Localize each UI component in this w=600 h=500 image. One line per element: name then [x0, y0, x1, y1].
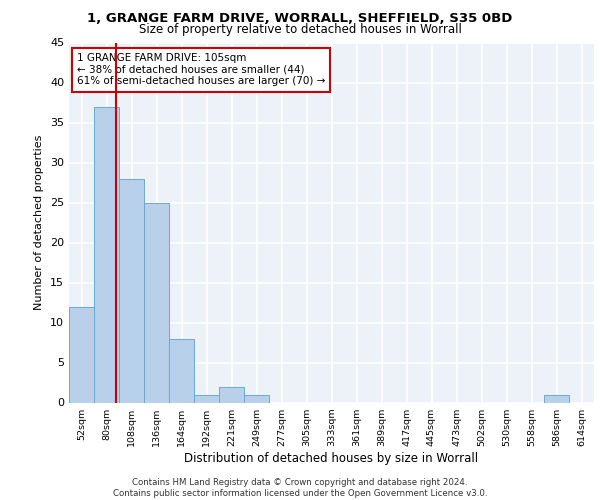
Bar: [94, 106, 119, 403]
Bar: [194, 394, 219, 402]
Bar: [169, 338, 194, 402]
Bar: [69, 306, 94, 402]
Text: Size of property relative to detached houses in Worrall: Size of property relative to detached ho…: [139, 22, 461, 36]
Bar: [544, 394, 569, 402]
Text: 1 GRANGE FARM DRIVE: 105sqm
← 38% of detached houses are smaller (44)
61% of sem: 1 GRANGE FARM DRIVE: 105sqm ← 38% of det…: [77, 54, 325, 86]
Y-axis label: Number of detached properties: Number of detached properties: [34, 135, 44, 310]
X-axis label: Distribution of detached houses by size in Worrall: Distribution of detached houses by size …: [184, 452, 479, 464]
Text: 1, GRANGE FARM DRIVE, WORRALL, SHEFFIELD, S35 0BD: 1, GRANGE FARM DRIVE, WORRALL, SHEFFIELD…: [88, 12, 512, 26]
Bar: [144, 202, 169, 402]
Text: Contains HM Land Registry data © Crown copyright and database right 2024.
Contai: Contains HM Land Registry data © Crown c…: [113, 478, 487, 498]
Bar: [219, 386, 244, 402]
Bar: [244, 394, 269, 402]
Bar: [119, 178, 144, 402]
